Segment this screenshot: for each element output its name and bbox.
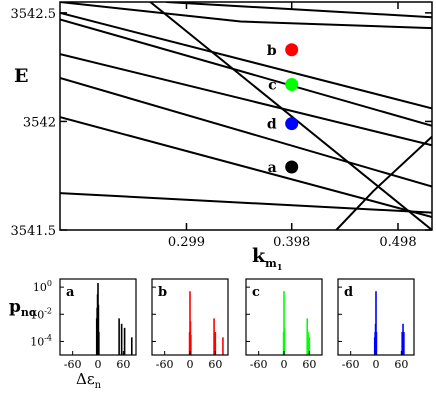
x-axis-label-sub: m [265,257,277,270]
curve-1 [60,11,432,110]
inset-panel-d: d -60 0 60 [337,278,415,371]
inset-y-axis-label-sub: nα [21,306,38,319]
inset-x-tick-label: 60 [208,358,222,371]
inset-x-tick-label: 60 [302,358,316,371]
inset-panel-c: c -60 0 60 [245,278,323,371]
inset-y-axis-label: pnα [9,297,38,319]
y-tick-label: 3541.5 [11,224,57,239]
inset-y-tick-base: 10 [30,308,44,321]
x-axis-label-subsub: 1 [277,262,283,272]
point-a [285,160,299,174]
curve-5 [60,116,432,218]
inset-x-tick-label: 0 [187,358,194,371]
curve-10 [335,135,432,230]
inset-label-b: b [158,285,167,300]
inset-y-tick-exponent: 0 [47,279,52,288]
x-axis-label-main: k [252,245,266,267]
inset-y-tick-base: 10 [33,281,47,294]
main-plot-frame [59,1,433,231]
inset-x-tick-label: 0 [281,358,288,371]
main-curves [60,2,432,230]
inset-x-tick-label: 60 [116,358,130,371]
inset-y-tick-exponent: -2 [44,306,52,315]
point-label-c: c [268,78,277,94]
inset-x-tick-label: -60 [250,358,268,371]
point-label-a: a [268,160,277,176]
inset-y-tick-label: 10-4 [30,333,52,348]
y-tick-label: 3542.5 [11,7,57,22]
main-y-ticks: 3541.5 3542 3542.5 [11,7,432,239]
inset-y-tick-exponent: -4 [44,333,52,342]
point-label-d: d [267,117,277,133]
curve-6 [60,192,432,214]
curve-4 [60,77,432,188]
inset-x-tick-label: 0 [373,358,380,371]
inset-label-d: d [344,285,353,300]
inset-label-c: c [252,285,260,300]
inset-x-tick-label: 60 [394,358,408,371]
point-label-b: b [267,43,277,59]
curve-7 [60,2,432,30]
curve-8 [166,2,432,19]
inset-x-tick-label: -60 [342,358,360,371]
point-d [285,117,299,131]
inset-y-axis-label-main: p [9,297,21,317]
curve-3 [60,53,432,147]
main-x-ticks: 0.299 0.398 0.498 [168,2,417,250]
x-tick-label: 0.398 [273,235,310,250]
inset-y-tick-label: 10-2 [30,306,52,321]
inset-x-axis-label-sub: n [95,380,102,391]
curve-9 [149,2,432,230]
x-tick-label: 0.498 [379,235,416,250]
inset-panel-b: b -60 0 60 [151,278,229,371]
x-tick-label: 0.299 [168,235,205,250]
inset-x-axis-label-main: Δε [76,370,95,388]
curve-2 [60,18,432,127]
inset-x-tick-label: -60 [64,358,82,371]
x-axis-label: km1 [252,245,282,272]
point-b [285,43,299,57]
inset-x-tick-label: 0 [95,358,102,371]
inset-x-tick-label: -60 [156,358,174,371]
y-tick-label: 3542 [23,115,56,130]
inset-y-tick-base: 10 [30,335,44,348]
point-c [285,78,299,92]
inset-x-axis-label: Δεn [76,370,102,391]
inset-label-a: a [66,285,75,300]
y-axis-label: E [14,65,28,87]
inset-y-tick-label: 100 [33,279,52,294]
main-points: b c d a [267,43,299,176]
